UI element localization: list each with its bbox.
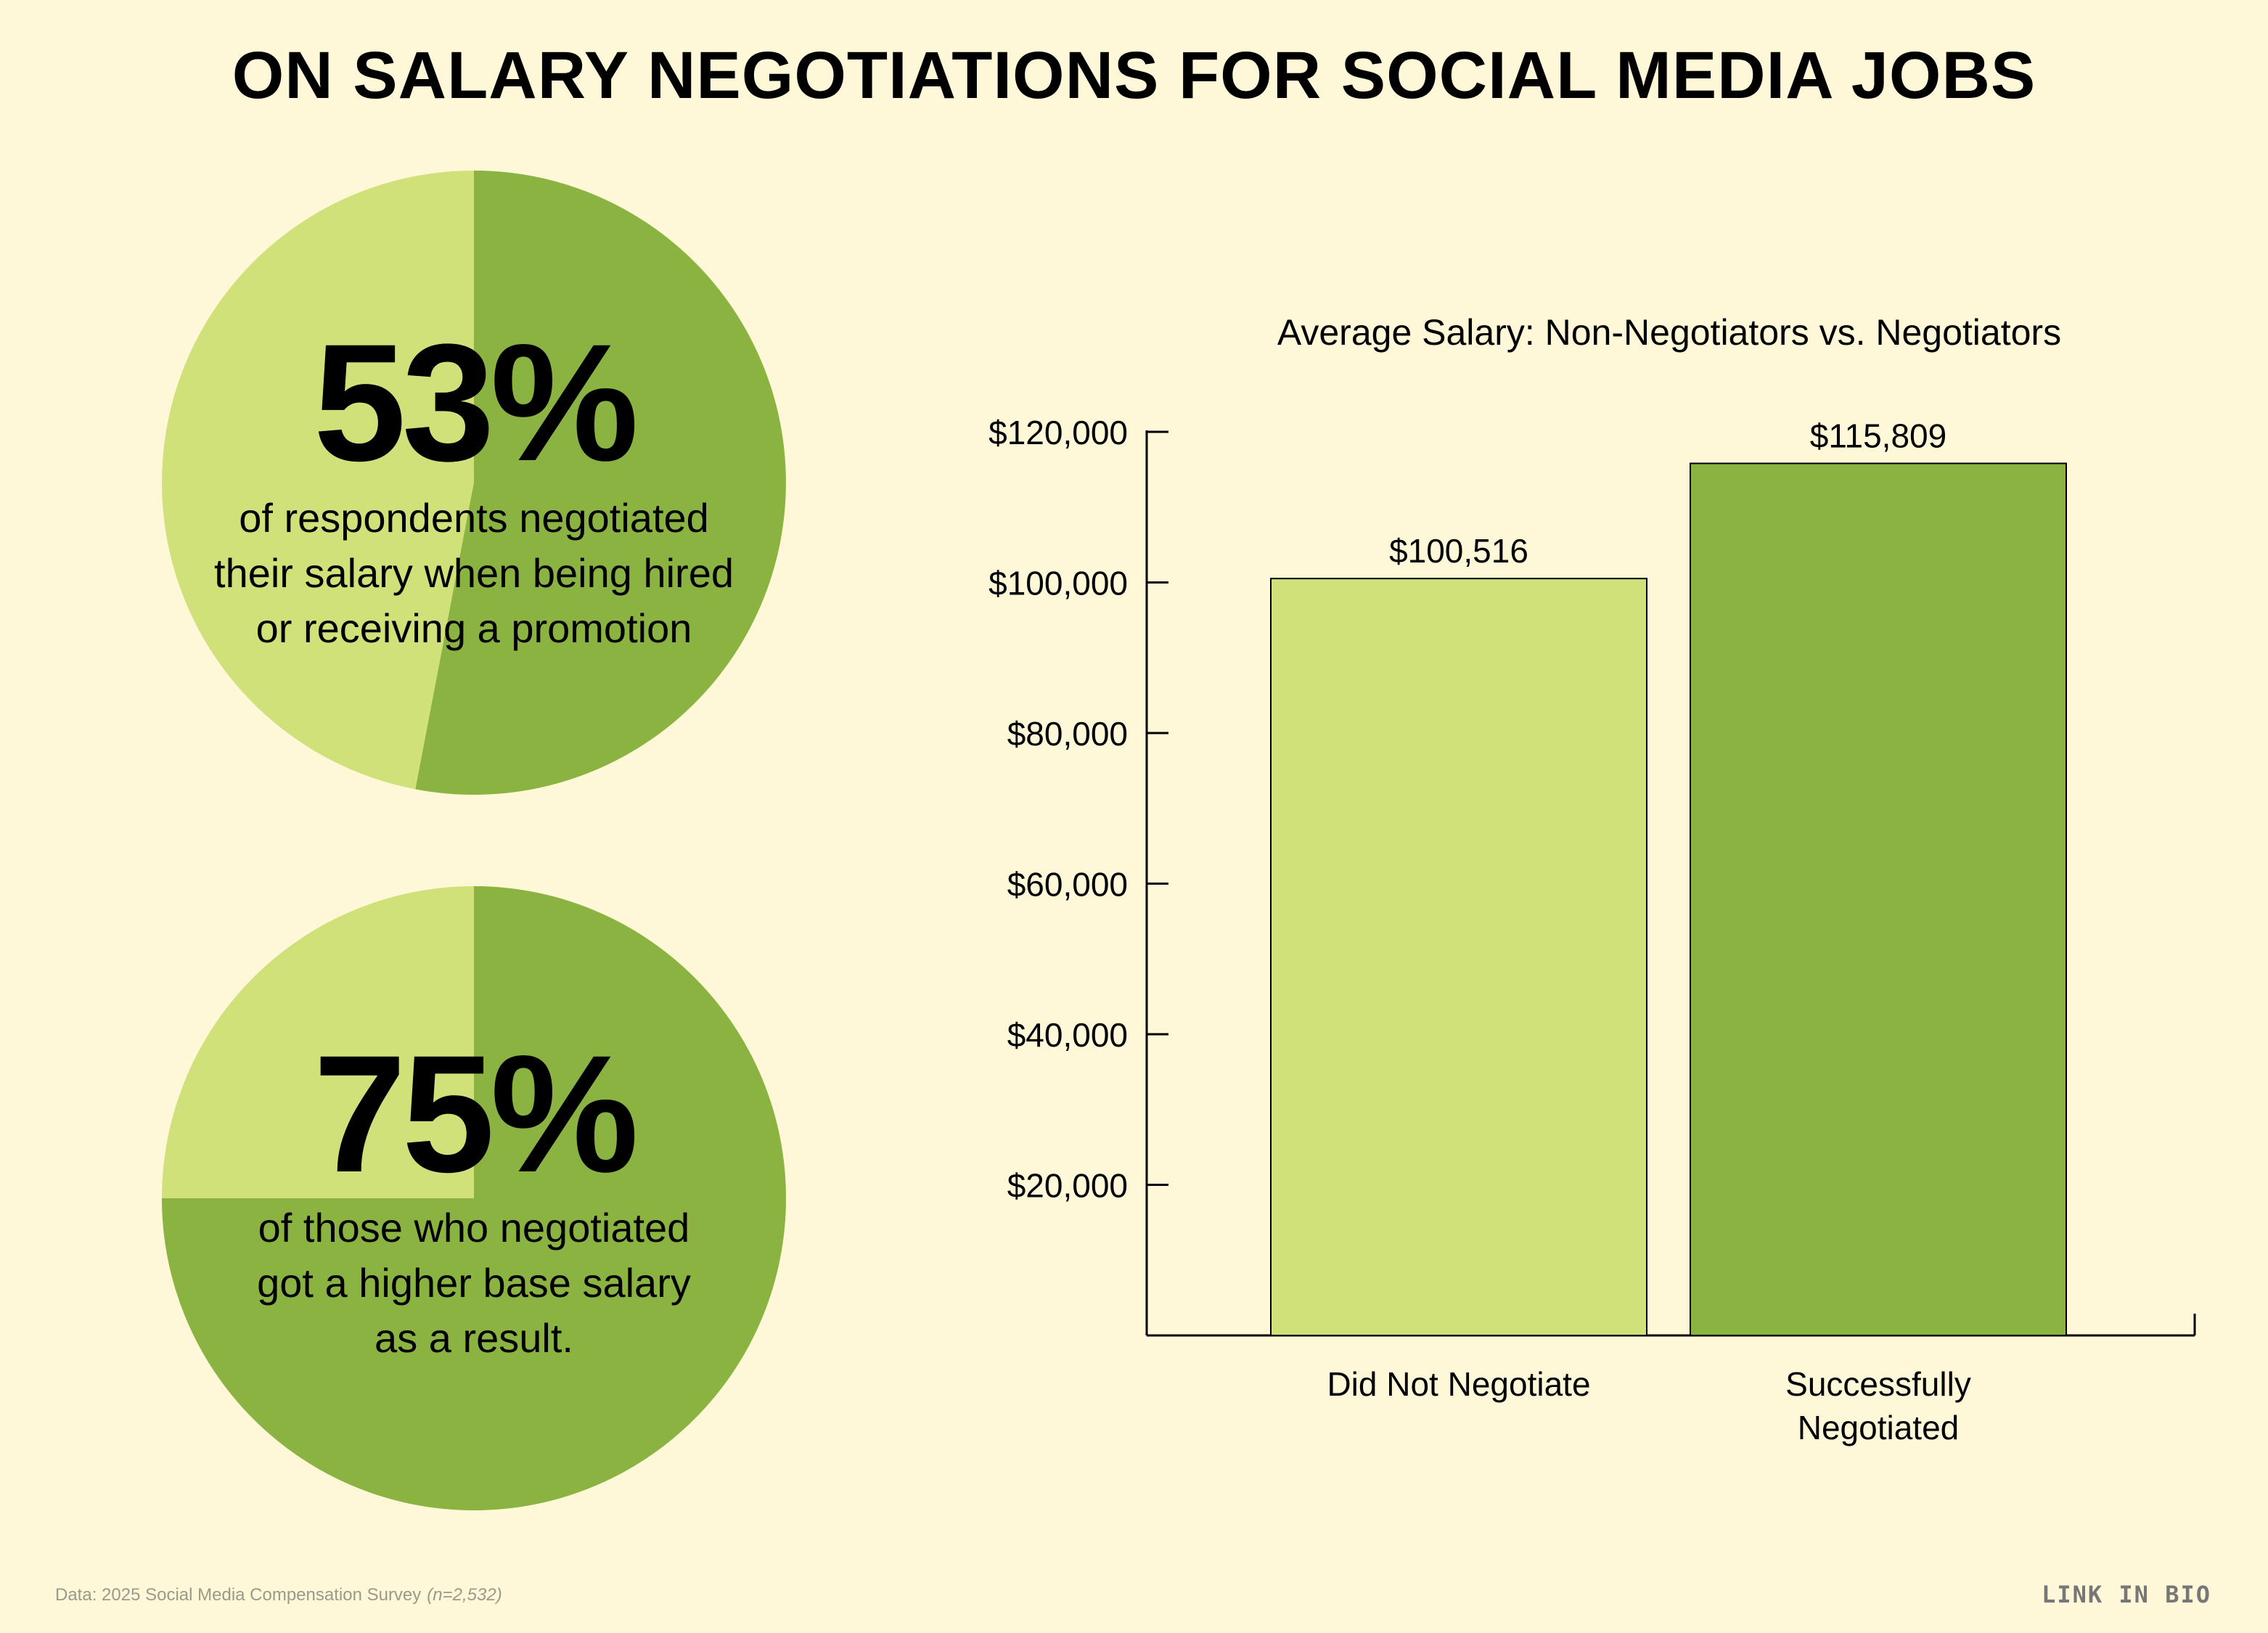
caption-line: got a higher base salary xyxy=(257,1260,691,1306)
brand-logo: LINK IN BIO xyxy=(2042,1581,2211,1608)
stat-percent-higher-salary: 75% xyxy=(313,1020,639,1207)
stat-block-negotiated: 53% of respondents negotiated their sala… xyxy=(131,319,817,656)
pie-slice-negotiated xyxy=(415,171,786,795)
source-text: Data: 2025 Social Media Compensation Sur… xyxy=(55,1585,422,1605)
y-tick-label: $40,000 xyxy=(1007,1016,1128,1054)
caption-line: as a result. xyxy=(374,1315,573,1361)
bar xyxy=(1270,578,1647,1336)
caption-line: their salary when being hired xyxy=(214,550,734,596)
page-title: ON SALARY NEGOTIATIONS FOR SOCIAL MEDIA … xyxy=(232,38,2036,112)
chart-title: Average Salary: Non-Negotiators vs. Nego… xyxy=(1277,312,2061,353)
pie-chart-negotiated xyxy=(162,171,786,795)
y-tick-label: $20,000 xyxy=(1007,1167,1128,1205)
y-tick-label: $60,000 xyxy=(1007,866,1128,904)
caption-line: or receiving a promotion xyxy=(255,605,692,651)
pie-chart-higher-salary xyxy=(162,886,786,1510)
x-category-label: Negotiated xyxy=(1798,1409,1960,1446)
stat-caption-higher-salary: of those who negotiated got a higher bas… xyxy=(131,1200,817,1366)
caption-line: of respondents negotiated xyxy=(239,495,709,541)
sample-size: (n=2,532) xyxy=(427,1585,502,1605)
y-tick-label: $80,000 xyxy=(1007,715,1128,753)
y-tick-label: $100,000 xyxy=(988,565,1128,602)
x-category-label: Successfully xyxy=(1785,1365,1971,1403)
bar-value-label: $100,516 xyxy=(1389,532,1528,570)
stat-percent-negotiated: 53% xyxy=(313,309,639,496)
caption-line: of those who negotiated xyxy=(258,1205,690,1251)
stat-caption-negotiated: of respondents negotiated their salary w… xyxy=(131,491,817,656)
stat-block-higher-salary: 75% of those who negotiated got a higher… xyxy=(131,1031,817,1366)
data-source-note: Data: 2025 Social Media Compensation Sur… xyxy=(55,1585,502,1605)
x-category-label: Did Not Negotiate xyxy=(1327,1365,1590,1403)
pie-slice-higher-salary xyxy=(162,886,786,1510)
bar xyxy=(1690,462,2067,1337)
bar-value-label: $115,809 xyxy=(1810,417,1946,454)
y-tick-label: $120,000 xyxy=(988,414,1128,451)
